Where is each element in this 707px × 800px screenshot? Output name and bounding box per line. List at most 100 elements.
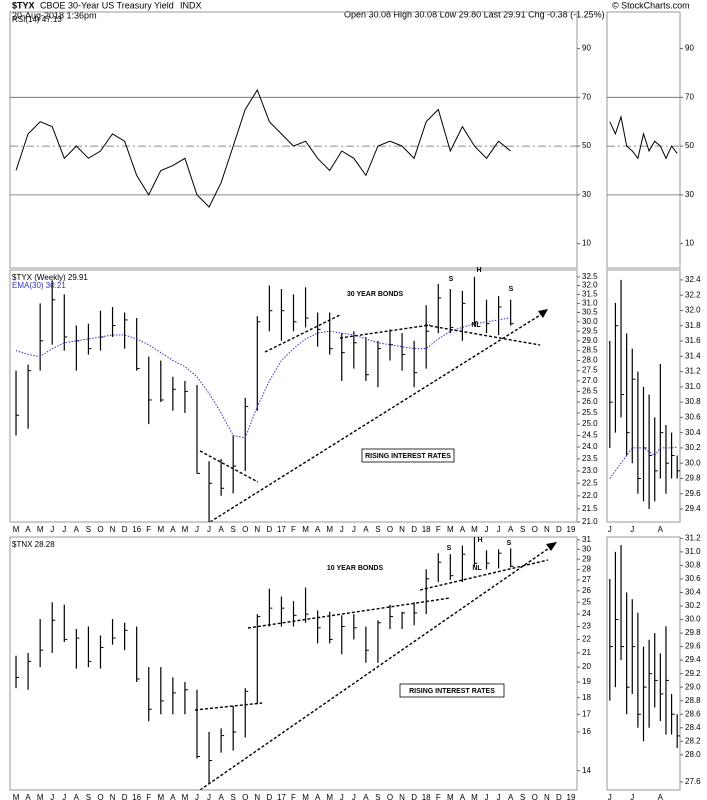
x-tick-label: 18 (422, 525, 431, 534)
x-tick-label: M (157, 525, 164, 534)
y-tick-label: 14 (582, 766, 591, 775)
x-tick-label: J (485, 793, 489, 800)
x-tick-label: A (315, 525, 321, 534)
x-tick-label: N (254, 525, 260, 534)
x-tick-label: F (436, 793, 441, 800)
x-tick-label: M (302, 525, 309, 534)
y-tick-label: 23.0 (582, 466, 598, 475)
y-tick-label: 90 (582, 44, 591, 53)
trendline (194, 702, 263, 711)
x-tick-label: J (630, 793, 634, 800)
x-tick-label: A (25, 525, 31, 534)
y-tick-label: 16 (582, 727, 591, 736)
y-tick-label: 31.6 (685, 336, 701, 345)
x-tick-label: M (37, 793, 44, 800)
y-tick-label: 30.8 (685, 561, 701, 570)
y-tick-label: 29 (582, 554, 591, 563)
y-tick-label: 21.0 (582, 517, 598, 526)
y-tick-label: 26.5 (582, 387, 598, 396)
y-tick-label: 31.5 (582, 290, 598, 299)
y-tick-label: 25.0 (582, 419, 598, 428)
x-tick-label: M (157, 793, 164, 800)
annotation: S (447, 545, 452, 552)
x-tick-label: J (62, 793, 66, 800)
panel-frame (606, 11, 681, 269)
y-tick-label: 25.5 (582, 408, 598, 417)
exchange: INDX (180, 0, 202, 10)
x-tick-label: A (315, 793, 321, 800)
quote: Open 30.08 High 30.08 Low 29.80 Last 29.… (344, 9, 605, 19)
x-tick-label: M (471, 525, 478, 534)
y-tick-label: 32.5 (582, 272, 598, 281)
x-tick-label: J (50, 525, 54, 534)
annotation: 10 YEAR BONDS (327, 565, 384, 572)
x-tick-label: O (97, 525, 103, 534)
x-tick-label: O (242, 525, 248, 534)
y-tick-label: 29.8 (685, 474, 701, 483)
x-tick-label: J (352, 793, 356, 800)
x-tick-label: O (97, 793, 103, 800)
x-tick-label: N (254, 793, 260, 800)
y-tick-label: 27.6 (685, 777, 701, 786)
y-tick-label: 17 (582, 709, 591, 718)
trendline (209, 311, 546, 523)
x-tick-label: O (242, 793, 248, 800)
x-tick-label: D (411, 525, 417, 534)
x-tick-label: J (352, 525, 356, 534)
x-tick-label: M (182, 793, 189, 800)
y-tick-label: 29.4 (685, 655, 701, 664)
trendline (264, 314, 341, 353)
instrument-name: CBOE 30-Year US Treasury Yield (40, 0, 174, 10)
x-tick-label: 16 (132, 525, 141, 534)
x-tick-label: A (170, 525, 176, 534)
y-tick-label: 70 (685, 92, 694, 101)
trendlines (194, 309, 557, 791)
trendline (339, 324, 431, 339)
y-tick-label: 30.0 (582, 317, 598, 326)
x-tick-label: A (363, 793, 369, 800)
y-tick-label: 30 (582, 190, 591, 199)
x-tick-label: O (387, 525, 393, 534)
arrow-head (538, 309, 548, 318)
trendline (199, 545, 553, 791)
y-tick-label: 22.0 (582, 491, 598, 500)
y-tick-label: 50 (582, 141, 591, 150)
y-tick-label: 29.6 (685, 642, 701, 651)
panel-frame (9, 536, 578, 791)
x-tick-label: A (658, 793, 664, 800)
ema-line (609, 446, 678, 479)
x-tick-label: M (13, 525, 20, 534)
y-tick-label: 18 (582, 693, 591, 702)
x-tick-label: A (74, 793, 80, 800)
y-tick-label: 22 (582, 635, 591, 644)
annotation: S (509, 286, 514, 293)
y-tick-label: 30 (582, 544, 591, 553)
y-tick-label: 70 (582, 92, 591, 101)
y-tick-label: 31 (582, 535, 591, 544)
x-tick-label: A (460, 793, 466, 800)
annotation-box (361, 448, 455, 463)
x-tick-label: M (13, 793, 20, 800)
x-tick-label: F (291, 793, 296, 800)
y-tick-label: 31.0 (685, 382, 701, 391)
x-tick-label: 19 (567, 525, 576, 534)
annotation: H (476, 267, 481, 274)
x-tick-label: A (460, 525, 466, 534)
x-tick-label: J (207, 793, 211, 800)
y-tick-label: 24 (582, 609, 591, 618)
x-tick-label: J (485, 525, 489, 534)
y-tick-label: 30 (685, 190, 694, 199)
x-tick-label: D (411, 793, 417, 800)
y-tick-label: 27 (582, 575, 591, 584)
x-tick-label: D (122, 793, 128, 800)
x-tick-label: J (62, 525, 66, 534)
y-tick-label: 30.6 (685, 412, 701, 421)
date: 20-Aug-2018 1:36pm (12, 10, 97, 20)
x-tick-label: S (231, 525, 236, 534)
y-tick-label: 31.4 (685, 351, 701, 360)
x-tick-label: A (363, 525, 369, 534)
y-tick-label: 31.8 (685, 321, 701, 330)
x-tick-label: J (340, 525, 344, 534)
x-tick-label: N (110, 525, 116, 534)
